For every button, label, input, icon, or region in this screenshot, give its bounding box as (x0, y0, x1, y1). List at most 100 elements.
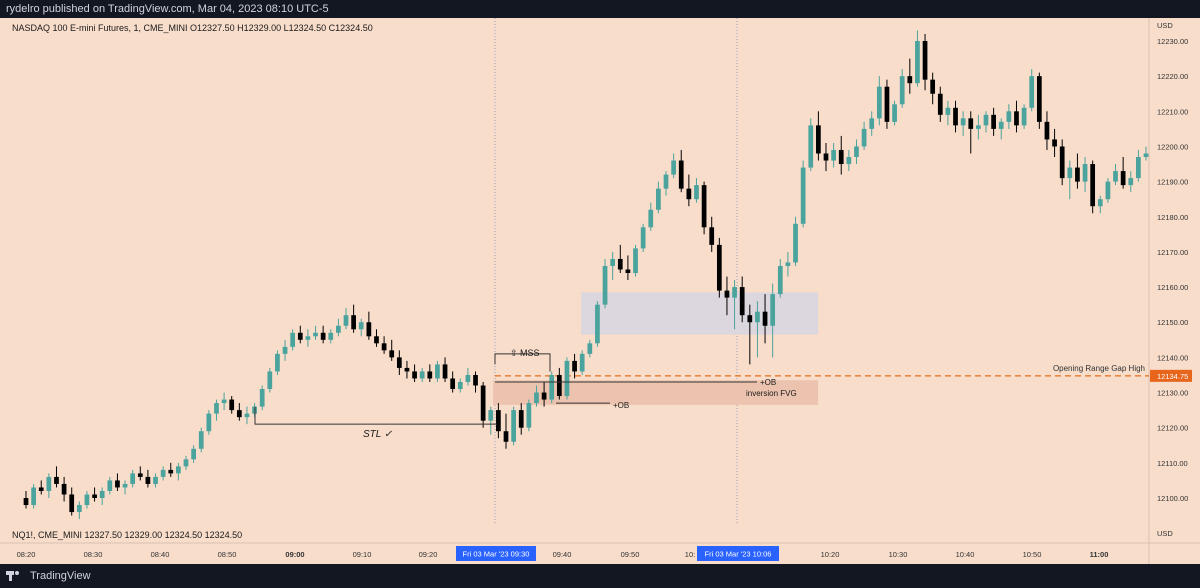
candle-body[interactable] (183, 459, 189, 467)
candle-body[interactable] (435, 364, 440, 379)
candle-body[interactable] (1113, 171, 1118, 182)
candle-body[interactable] (793, 223, 798, 263)
candle-body[interactable] (983, 114, 989, 126)
candle-body[interactable] (899, 76, 905, 105)
candle-body[interactable] (694, 185, 699, 200)
candle-body[interactable] (122, 483, 128, 488)
candle-body[interactable] (198, 431, 204, 449)
price-axis[interactable]: 12230.00 12220.00 12210.00 12200.00 12190.00… (1157, 37, 1188, 503)
candle-body[interactable] (76, 505, 82, 513)
candle-body[interactable] (663, 174, 669, 189)
candle-body[interactable] (1059, 146, 1065, 179)
candle-body[interactable] (145, 476, 151, 484)
candle-body[interactable] (831, 149, 836, 161)
candle-body[interactable] (320, 332, 326, 340)
candle-body[interactable] (496, 410, 501, 432)
candle-body[interactable] (1006, 111, 1012, 122)
candle-body[interactable] (221, 399, 227, 404)
candle-body[interactable] (595, 304, 600, 344)
candle-body[interactable] (1120, 171, 1126, 186)
candle-body[interactable] (739, 287, 745, 316)
candle-body[interactable] (1036, 76, 1042, 122)
candle-body[interactable] (587, 343, 593, 354)
candle-body[interactable] (808, 125, 814, 168)
candle-body[interactable] (168, 469, 174, 474)
candle-body[interactable] (1128, 178, 1134, 186)
candle-body[interactable] (1052, 139, 1057, 147)
candle-body[interactable] (915, 41, 920, 84)
candle-body[interactable] (336, 325, 341, 333)
candle-body[interactable] (31, 487, 36, 506)
candle-body[interactable] (541, 392, 547, 400)
candle-body[interactable] (61, 483, 67, 495)
candle-body[interactable] (351, 315, 356, 330)
candle-body[interactable] (412, 371, 417, 379)
candle-body[interactable] (23, 498, 29, 506)
candle-body[interactable] (953, 107, 958, 126)
candle-body[interactable] (762, 311, 768, 326)
candle-body[interactable] (244, 413, 250, 418)
candle-body[interactable] (1097, 199, 1103, 207)
candle-body[interactable] (465, 374, 471, 382)
candle-body[interactable] (976, 125, 981, 129)
mss-line[interactable] (494, 353, 551, 372)
candle-body[interactable] (236, 410, 242, 418)
candle-body[interactable] (427, 371, 433, 379)
candle-body[interactable] (549, 374, 555, 400)
candle-body[interactable] (1105, 181, 1111, 200)
time-axis[interactable]: 08:20 08:30 08:40 08:50 09:00 09:10 09:20 09:40… (17, 550, 1109, 559)
candle-body[interactable] (892, 104, 897, 122)
candle-body[interactable] (755, 311, 760, 323)
candle-body[interactable] (115, 480, 120, 488)
candle-body[interactable] (701, 185, 707, 228)
candle-body[interactable] (442, 364, 448, 379)
candle-body[interactable] (1075, 167, 1080, 182)
candle-body[interactable] (823, 153, 829, 161)
candle-body[interactable] (488, 410, 494, 421)
candle-body[interactable] (998, 121, 1004, 129)
candle-body[interactable] (366, 322, 372, 337)
candle-body[interactable] (945, 107, 951, 115)
candle-body[interactable] (328, 332, 334, 340)
candle-body[interactable] (869, 118, 875, 129)
candle-body[interactable] (518, 410, 524, 428)
candle-body[interactable] (747, 315, 753, 323)
candle-body[interactable] (229, 399, 235, 411)
candle-body[interactable] (709, 227, 715, 245)
candle-body[interactable] (259, 389, 265, 407)
candle-body[interactable] (640, 227, 646, 249)
candle-body[interactable] (396, 357, 402, 368)
candle-body[interactable] (876, 86, 882, 119)
candle-body[interactable] (389, 350, 395, 358)
candle-body[interactable] (313, 332, 318, 337)
candle-body[interactable] (1044, 121, 1050, 140)
candle-body[interactable] (846, 157, 852, 165)
candle-body[interactable] (1143, 153, 1149, 158)
candle-body[interactable] (572, 360, 577, 372)
candle-body[interactable] (770, 294, 776, 326)
candle-body[interactable] (648, 209, 654, 228)
candle-body[interactable] (785, 262, 791, 266)
candle-body[interactable] (816, 125, 821, 154)
candle-body[interactable] (968, 118, 974, 129)
candle-body[interactable] (374, 336, 379, 344)
chart-frame[interactable]: NASDAQ 100 E-mini Futures, 1, CME_MINI O… (0, 18, 1200, 564)
candle-body[interactable] (473, 374, 478, 386)
candle-body[interactable] (534, 392, 539, 404)
candle-body[interactable] (633, 248, 638, 274)
candle-body[interactable] (54, 476, 59, 484)
candle-body[interactable] (1029, 76, 1035, 108)
candle-body[interactable] (107, 480, 113, 491)
candle-body[interactable] (526, 403, 532, 428)
candle-body[interactable] (838, 149, 844, 165)
order-block-zone[interactable] (581, 292, 819, 335)
candle-body[interactable] (686, 188, 692, 200)
price-chart[interactable]: NASDAQ 100 E-mini Futures, 1, CME_MINI O… (0, 18, 1200, 564)
candle-body[interactable] (450, 378, 456, 390)
candle-body[interactable] (290, 332, 296, 347)
candle-body[interactable] (724, 290, 730, 298)
candle-body[interactable] (160, 469, 166, 477)
candle-body[interactable] (671, 160, 676, 175)
candle-body[interactable] (69, 494, 75, 513)
candle-body[interactable] (137, 473, 143, 477)
